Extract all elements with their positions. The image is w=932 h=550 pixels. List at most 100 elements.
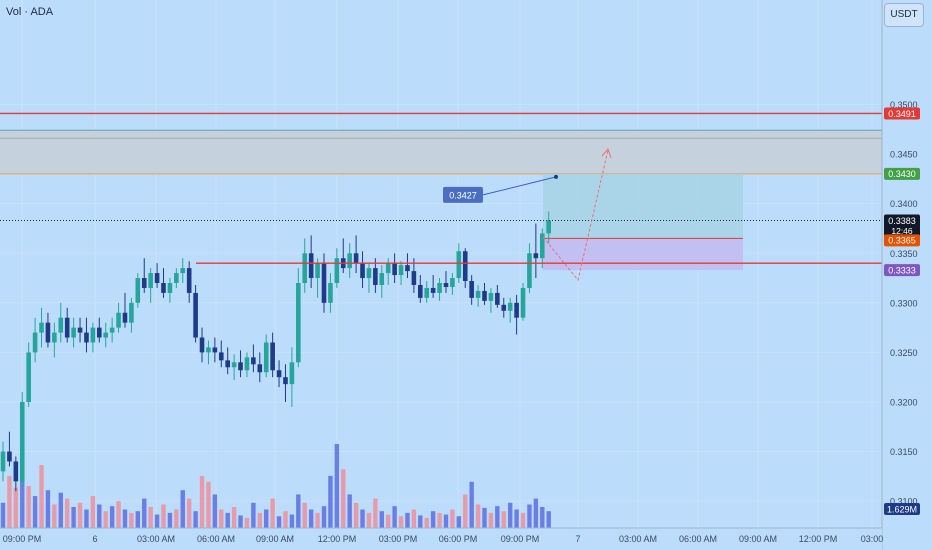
volume-bar xyxy=(353,502,359,528)
current-price-label: 0.3383 xyxy=(888,216,916,226)
volume-bar xyxy=(469,481,474,528)
volume-bar xyxy=(520,512,526,528)
volume-bar xyxy=(501,511,506,528)
volume-bar xyxy=(283,511,288,528)
time-axis[interactable] xyxy=(0,528,882,550)
entry-price-label-bg xyxy=(884,264,920,277)
volume-bar xyxy=(206,481,211,528)
candle-body xyxy=(270,342,275,371)
volume-bar xyxy=(174,509,179,528)
volume-bar xyxy=(308,509,314,528)
candle-body xyxy=(251,357,256,365)
supply-zone-fill xyxy=(0,130,882,174)
volume-bar xyxy=(193,511,198,528)
volume-bar xyxy=(71,507,76,528)
target-price-label: 0.3430 xyxy=(888,169,916,179)
volume-bar xyxy=(32,496,38,528)
volume-bar xyxy=(219,509,224,528)
candle-body xyxy=(385,263,391,274)
volume-bar xyxy=(161,504,166,528)
candle-body xyxy=(174,273,179,283)
candle-body xyxy=(186,268,192,293)
candle-body xyxy=(308,253,314,279)
candle-body xyxy=(13,461,19,482)
candle-body xyxy=(244,357,250,371)
volume-bar xyxy=(463,494,468,528)
volume-bar xyxy=(154,514,160,528)
volume-bar xyxy=(84,509,89,528)
volume-bar xyxy=(199,475,205,528)
volume-bar xyxy=(418,515,423,528)
target-price-label-bg xyxy=(884,167,920,180)
candle-body xyxy=(475,290,481,298)
candle-body xyxy=(154,273,160,283)
resistance-price-label: 0.3491 xyxy=(888,109,916,119)
y-tick-label: 0.3350 xyxy=(890,249,918,259)
volume-bar xyxy=(142,498,147,528)
stop-price-label-bg xyxy=(884,234,920,247)
volume-bar xyxy=(20,454,25,528)
volume-bar xyxy=(424,517,429,528)
volume-bar xyxy=(315,512,320,528)
x-tick-label: 09:00 PM xyxy=(3,534,42,544)
candle-body xyxy=(199,337,205,353)
x-tick-label: 09:00 AM xyxy=(739,534,777,544)
volume-value-label-bg xyxy=(884,503,920,515)
candle-body xyxy=(347,253,352,269)
candle-body xyxy=(462,251,468,282)
volume-bar xyxy=(116,501,121,528)
candle-body xyxy=(212,347,218,353)
candle-body xyxy=(135,278,141,303)
volume-bar xyxy=(109,506,115,528)
drawings[interactable]: 0.3427 xyxy=(0,112,882,282)
volume-bar xyxy=(231,507,237,528)
volume-bar xyxy=(398,516,404,528)
volume-bar xyxy=(475,504,481,528)
volume-bar xyxy=(58,492,63,528)
candle-body xyxy=(97,327,102,338)
volume-bar xyxy=(276,516,282,528)
volume-bar xyxy=(546,511,551,528)
candle-body xyxy=(39,322,44,333)
y-tick-label: 0.3200 xyxy=(890,397,918,407)
volume-bar xyxy=(392,506,397,528)
stop-price-label: 0.3365 xyxy=(888,236,916,246)
long-position-tool[interactable] xyxy=(543,173,743,271)
volume-bar xyxy=(540,507,545,528)
volume-bar xyxy=(180,490,185,528)
x-tick-labels: 09:00 PM 6 03:00 AM 06:00 AM 09:00 AM 12:00 P… xyxy=(3,534,884,544)
x-tick-label: 12:00 PM xyxy=(318,534,357,544)
volume-bar xyxy=(527,504,532,528)
currency-button[interactable]: USDT xyxy=(884,3,924,27)
candle-body xyxy=(206,347,211,353)
candle-body xyxy=(283,377,288,385)
x-tick-label: 09:00 AM xyxy=(256,534,294,544)
candles xyxy=(0,211,551,492)
candle-body xyxy=(122,312,128,323)
candle-body xyxy=(45,322,51,343)
grid xyxy=(0,0,882,528)
volume-bar xyxy=(514,509,519,528)
candle-body xyxy=(218,352,224,361)
y-tick-label: 0.3450 xyxy=(890,150,918,160)
candle-body xyxy=(501,304,507,311)
volume-bar xyxy=(495,506,500,528)
x-tick-label: 09:00 PM xyxy=(501,534,540,544)
volume-bar xyxy=(437,512,442,528)
candle-body xyxy=(443,283,449,287)
volume-bar xyxy=(347,494,352,528)
profit-area xyxy=(543,173,743,239)
projection-arrowhead xyxy=(601,148,612,159)
volume-bar xyxy=(482,507,487,528)
volume-bar xyxy=(386,514,391,528)
candle-body xyxy=(257,364,263,373)
candle-body xyxy=(437,283,442,293)
volume-bar xyxy=(186,498,192,528)
volume-bar xyxy=(129,512,134,528)
y-tick-labels: 0.3500 0.3450 0.3400 0.3350 0.3300 0.3250 0.32… xyxy=(890,100,918,507)
candle-body xyxy=(315,263,320,279)
volume-bar xyxy=(122,509,128,528)
volume-bar xyxy=(373,498,378,528)
chart-title: Vol · ADA xyxy=(6,6,54,18)
